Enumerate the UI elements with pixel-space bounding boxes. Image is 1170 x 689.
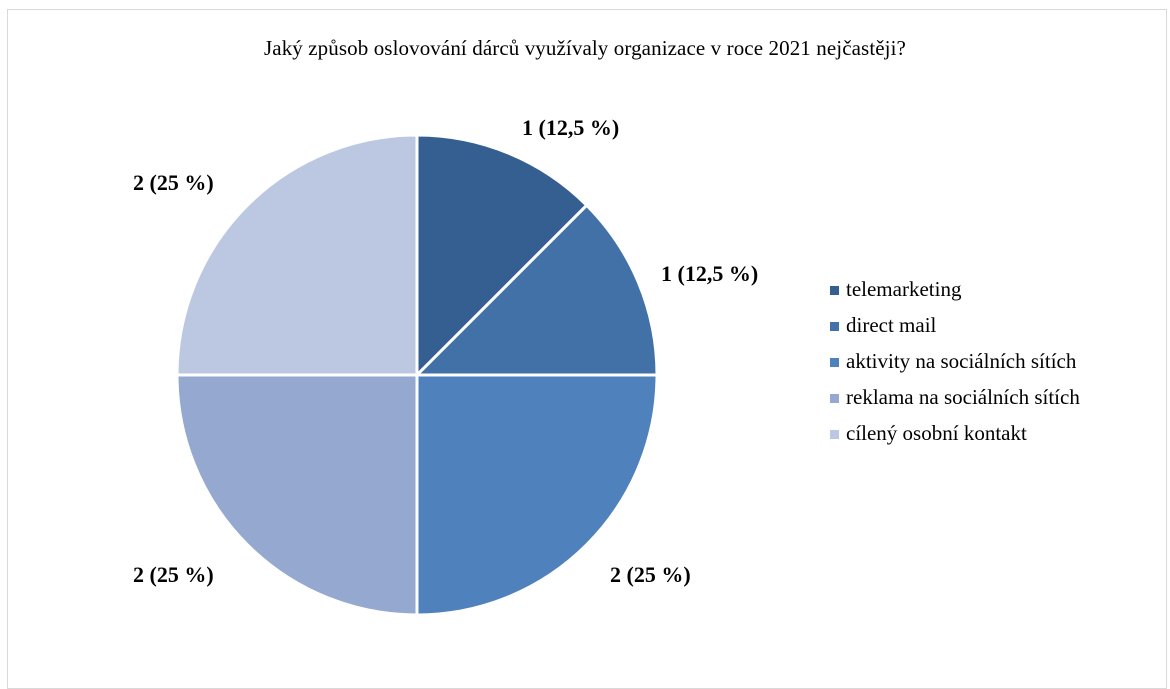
pie-slice xyxy=(415,203,659,377)
legend-item: telemarketing xyxy=(830,271,1080,307)
legend-swatch xyxy=(830,285,839,295)
pie-data-label: 2 (25 %) xyxy=(133,170,214,195)
legend-item: direct mail xyxy=(830,307,1080,343)
pie-data-label: 1 (12,5 %) xyxy=(661,261,759,286)
legend-swatch xyxy=(830,429,839,439)
legend-swatch xyxy=(830,321,839,331)
legend-item: cílený osobní kontakt xyxy=(830,415,1080,451)
legend-label: cílený osobní kontakt xyxy=(846,420,1027,445)
pie-slice xyxy=(415,373,659,617)
legend: telemarketing direct mail aktivity na so… xyxy=(830,271,1080,451)
legend-label: direct mail xyxy=(846,312,937,337)
pie-data-label: 2 (25 %) xyxy=(133,562,214,587)
legend-label: telemarketing xyxy=(846,276,962,301)
pie-slice xyxy=(175,373,419,617)
legend-swatch xyxy=(830,357,839,367)
pie-slice xyxy=(415,133,589,377)
legend-item: aktivity na sociálních sítích xyxy=(830,343,1080,379)
legend-swatch xyxy=(830,393,839,403)
legend-item: reklama na sociálních sítích xyxy=(830,379,1080,415)
legend-label: aktivity na sociálních sítích xyxy=(846,348,1077,373)
legend-label: reklama na sociálních sítích xyxy=(846,384,1080,409)
pie-data-label: 2 (25 %) xyxy=(610,562,691,587)
chart-title: Jaký způsob oslovování dárců využívaly o… xyxy=(264,36,906,60)
pie-slice xyxy=(175,133,419,377)
pie-data-label: 1 (12,5 %) xyxy=(522,115,620,140)
